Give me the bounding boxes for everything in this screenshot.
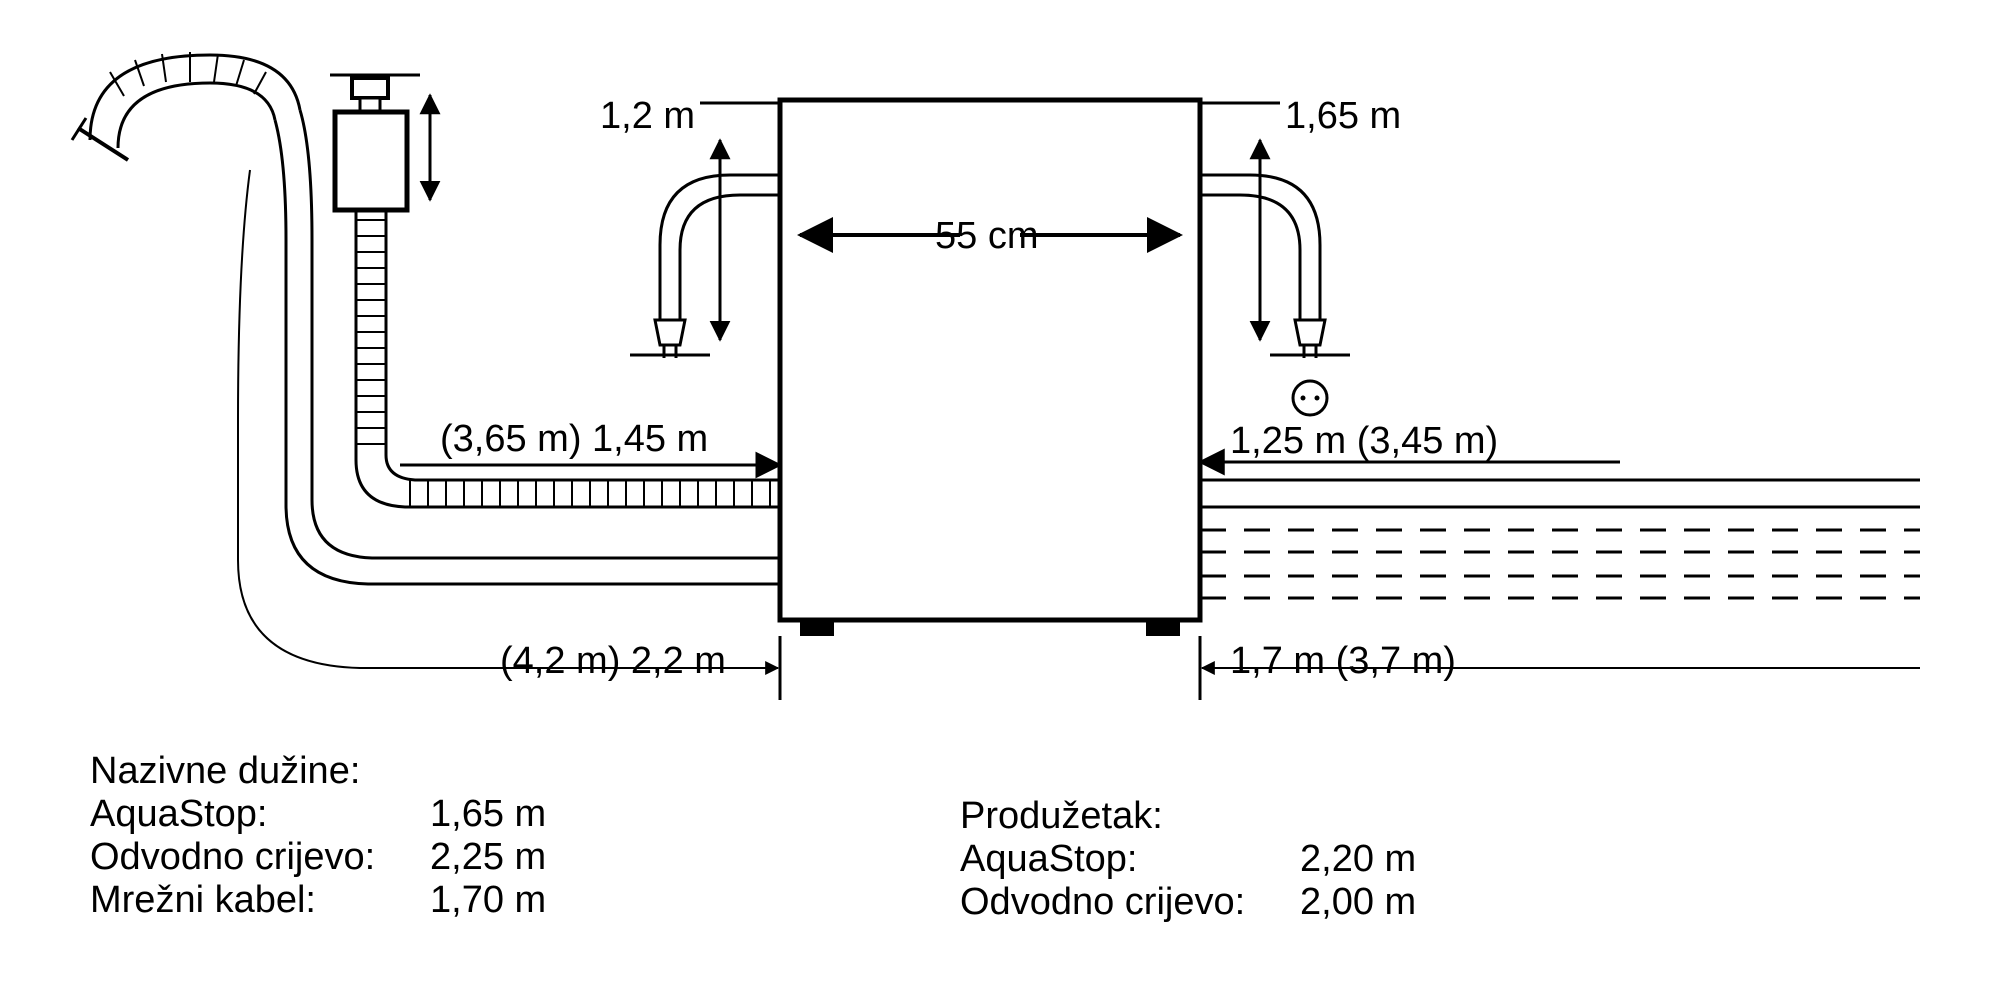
dim-corr-left: (3,65 m) 1,45 m	[440, 418, 708, 461]
legend-ext-v0: 2,20 m	[1300, 838, 1416, 881]
aquastop-valve	[330, 75, 430, 210]
legend-nominal-k0: AquaStop:	[90, 793, 430, 836]
diagram-stage: 55 cm 1,2 m 1,65 m (3,65 m) 1,45 m (4,2 …	[0, 0, 2000, 1000]
dim-plain-left: (4,2 m) 2,2 m	[500, 640, 726, 683]
legend-ext-title: Produžetak:	[960, 795, 1300, 838]
legend-ext-k1: Odvodno crijevo:	[960, 881, 1300, 924]
drain-hose-left	[72, 52, 780, 668]
dim-cable-right: 1,65 m	[1285, 95, 1401, 138]
legend-ext-k0: AquaStop:	[960, 838, 1300, 881]
appliance-width-label: 55 cm	[935, 215, 1038, 258]
legend-nominal-v0: 1,65 m	[430, 793, 546, 836]
legend-nominal-v2: 1,70 m	[430, 879, 546, 922]
dim-corr-right: 1,25 m (3,45 m)	[1230, 420, 1498, 463]
legend-nominal-title: Nazivne dužine:	[90, 750, 430, 793]
power-cable-right	[1200, 103, 1350, 415]
dim-cable-left: 1,2 m	[600, 95, 695, 138]
power-cable-left	[630, 103, 780, 358]
legend-nominal-v1: 2,25 m	[430, 836, 546, 879]
appliance	[780, 100, 1200, 636]
legend-nominal-k1: Odvodno crijevo:	[90, 836, 430, 879]
legend-extension: Produžetak: AquaStop: 2,20 m Odvodno cri…	[960, 795, 1416, 924]
legend-nominal: Nazivne dužine: AquaStop: 1,65 m Odvodno…	[90, 750, 546, 922]
legend-ext-v1: 2,00 m	[1300, 881, 1416, 924]
dim-plain-right: 1,7 m (3,7 m)	[1230, 640, 1456, 683]
legend-nominal-k2: Mrežni kabel:	[90, 879, 430, 922]
